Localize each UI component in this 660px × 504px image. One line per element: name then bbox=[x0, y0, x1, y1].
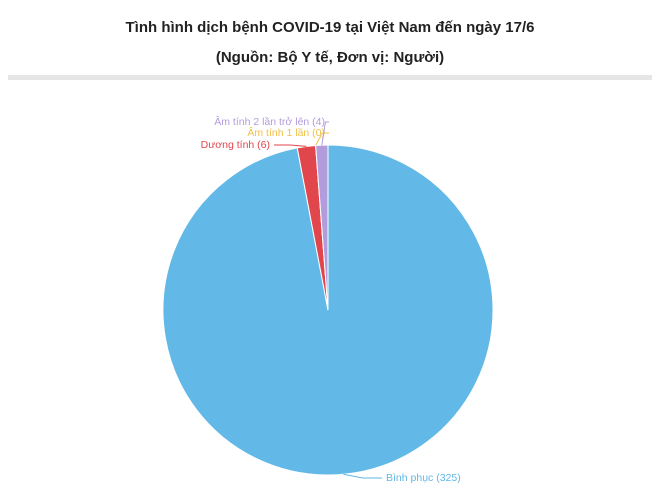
leader-line bbox=[315, 132, 329, 146]
leader-line bbox=[343, 473, 382, 479]
data-label: Âm tính 2 lần trở lên (4) bbox=[214, 115, 325, 128]
leader-line bbox=[321, 121, 329, 146]
data-label: Bình phục (325) bbox=[386, 472, 461, 484]
divider bbox=[8, 75, 652, 80]
chart-subtitle: (Nguồn: Bộ Y tế, Đơn vị: Người) bbox=[216, 49, 444, 66]
leader-line bbox=[274, 144, 307, 147]
data-label: Dương tính (6) bbox=[201, 139, 270, 151]
chart-title: Tình hình dịch bệnh COVID-19 tại Việt Na… bbox=[126, 19, 535, 36]
data-label: Âm tính 1 lần (0) bbox=[247, 126, 325, 139]
